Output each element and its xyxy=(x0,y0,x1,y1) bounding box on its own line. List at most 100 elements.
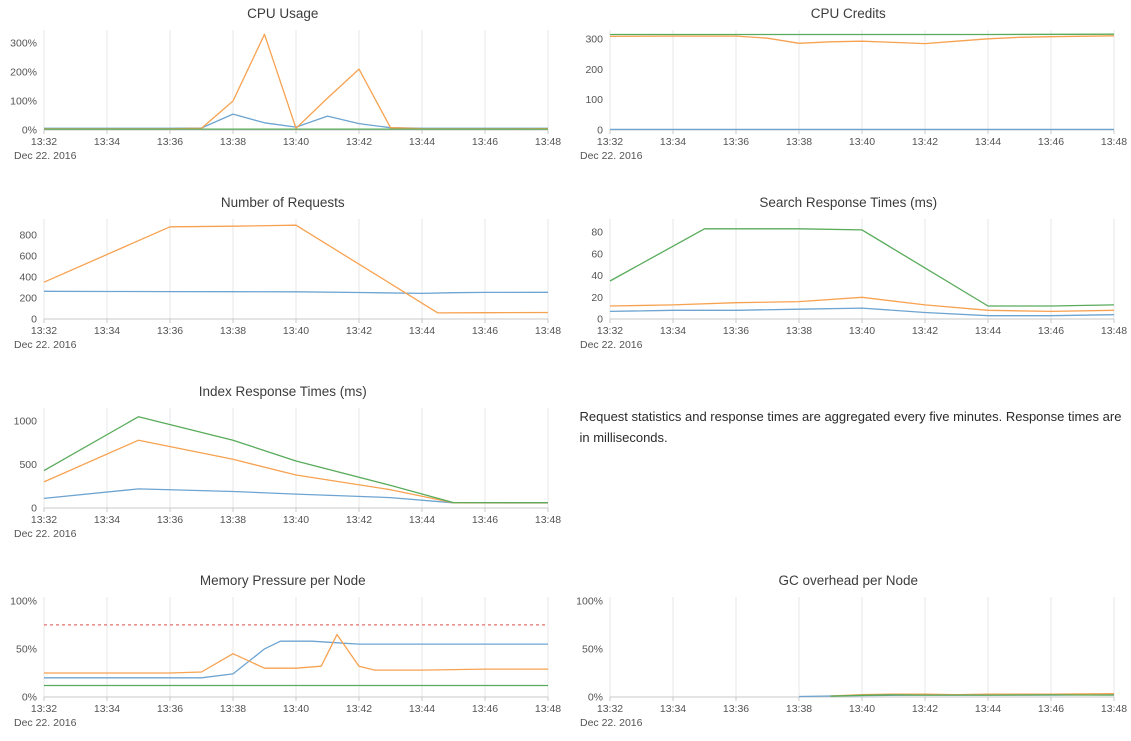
x-tick-label: 13:46 xyxy=(1037,703,1063,715)
x-tick-label: 13:48 xyxy=(1100,703,1126,715)
x-tick-label: 13:32 xyxy=(31,325,57,337)
x-tick-label: 13:42 xyxy=(346,514,372,526)
x-tick-label: 13:38 xyxy=(785,703,811,715)
x-axis-date-label: Dec 22. 2016 xyxy=(14,339,77,351)
y-tick-label: 100% xyxy=(576,595,603,607)
chart-title-index-response-times: Index Response Times (ms) xyxy=(198,384,367,399)
series-line xyxy=(609,35,1114,45)
series-line xyxy=(829,692,1114,697)
y-tick-label: 1000 xyxy=(14,416,38,428)
x-tick-label: 13:46 xyxy=(472,325,498,337)
line-chart-svg: 13:32 13:34 13:36 13:38 13:40 13:42 13:44 13:46… xyxy=(580,219,1127,351)
x-tick-label: 13:46 xyxy=(1037,136,1063,148)
y-tick-label: 0% xyxy=(587,692,602,704)
x-tick-label: 13:44 xyxy=(409,703,435,715)
y-tick-label: 100 xyxy=(585,94,603,106)
x-tick-label: 13:48 xyxy=(535,325,561,337)
x-tick-label: 13:42 xyxy=(346,703,372,715)
x-tick-label: 13:42 xyxy=(911,703,937,715)
x-tick-label: 13:46 xyxy=(472,703,498,715)
y-tick-label: 0 xyxy=(31,503,37,515)
x-tick-label: 13:36 xyxy=(157,136,183,148)
x-tick-label: 13:44 xyxy=(974,703,1000,715)
panel-gc-overhead: GC overhead per Node 13:32 13:34 13:36 13:3… xyxy=(566,569,1131,741)
y-tick-label: 50% xyxy=(16,643,37,655)
x-tick-label: 13:38 xyxy=(220,514,246,526)
series-line xyxy=(44,633,548,674)
x-axis-date-label: Dec 22. 2016 xyxy=(580,150,643,162)
x-tick-label: 13:44 xyxy=(409,514,435,526)
y-tick-label: 300% xyxy=(10,38,37,50)
line-chart-svg: 13:32 13:34 13:36 13:38 13:40 13:42 13:44 13:46… xyxy=(10,595,561,729)
series-line xyxy=(43,290,549,295)
x-tick-label: 13:36 xyxy=(157,325,183,337)
x-tick-label: 13:44 xyxy=(974,325,1000,337)
x-tick-label: 13:42 xyxy=(911,136,937,148)
chart-search-response-times: 13:32 13:34 13:36 13:38 13:40 13:42 13:44 13:46… xyxy=(566,213,1131,365)
note-panel: Request statistics and response times ar… xyxy=(566,380,1131,554)
x-tick-label: 13:38 xyxy=(785,325,811,337)
x-tick-label: 13:40 xyxy=(283,136,309,148)
x-tick-label: 13:34 xyxy=(94,703,120,715)
panel-cpu-credits: CPU Credits 13:32 13:34 13:36 13:38 13:40 13:… xyxy=(566,2,1131,176)
series-line xyxy=(43,416,548,504)
y-tick-label: 80 xyxy=(591,227,603,239)
chart-title-number-of-requests: Number of Requests xyxy=(220,195,345,210)
x-tick-label: 13:32 xyxy=(596,703,622,715)
y-tick-label: 600 xyxy=(19,250,37,262)
line-chart-svg: 13:32 13:34 13:36 13:38 13:40 13:42 13:44 13:46… xyxy=(14,408,561,540)
x-tick-label: 13:46 xyxy=(472,136,498,148)
chart-cpu-credits: 13:32 13:34 13:36 13:38 13:40 13:42 13:44 13:46… xyxy=(566,24,1131,176)
y-tick-label: 100% xyxy=(10,96,37,108)
y-tick-label: 0 xyxy=(31,314,37,326)
x-axis-date-label: Dec 22. 2016 xyxy=(580,717,643,729)
x-tick-label: 13:48 xyxy=(535,514,561,526)
y-tick-label: 200 xyxy=(585,64,603,76)
y-tick-label: 0% xyxy=(22,692,37,704)
series-line xyxy=(829,694,1114,697)
x-tick-label: 13:34 xyxy=(94,514,120,526)
x-axis-date-label: Dec 22. 2016 xyxy=(14,528,77,540)
x-tick-label: 13:44 xyxy=(974,136,1000,148)
panel-cpu-usage: CPU Usage 13:32 13:34 13:36 13:38 13:40 13:42… xyxy=(0,2,566,176)
chart-cpu-usage: 13:32 13:34 13:36 13:38 13:40 13:42 13:44 13:46… xyxy=(0,24,566,176)
y-tick-label: 40 xyxy=(591,270,603,282)
y-tick-label: 20 xyxy=(591,292,603,304)
chart-index-response-times: 13:32 13:34 13:36 13:38 13:40 13:42 13:44 13:46… xyxy=(0,402,566,554)
x-tick-label: 13:36 xyxy=(722,325,748,337)
panel-memory-pressure: Memory Pressure per Node 13:32 13:34 13:36… xyxy=(0,569,566,741)
y-tick-label: 50% xyxy=(581,643,602,655)
y-tick-label: 400 xyxy=(19,271,37,283)
x-tick-label: 13:32 xyxy=(596,325,622,337)
x-tick-label: 13:34 xyxy=(659,325,685,337)
x-tick-label: 13:46 xyxy=(1037,325,1063,337)
x-tick-label: 13:32 xyxy=(31,703,57,715)
x-tick-label: 13:38 xyxy=(220,703,246,715)
x-tick-label: 13:48 xyxy=(535,703,561,715)
x-axis-date-label: Dec 22. 2016 xyxy=(14,150,77,162)
x-tick-label: 13:32 xyxy=(596,136,622,148)
chart-number-of-requests: 13:32 13:34 13:36 13:38 13:40 13:42 13:44 13:46… xyxy=(0,213,566,365)
x-tick-label: 13:40 xyxy=(283,514,309,526)
x-tick-label: 13:40 xyxy=(283,703,309,715)
line-chart-svg: 13:32 13:34 13:36 13:38 13:40 13:42 13:44 13:46… xyxy=(10,30,561,162)
panel-search-response-times: Search Response Times (ms) 13:32 13:34 13:… xyxy=(566,191,1131,365)
chart-gc-overhead: 13:32 13:34 13:36 13:38 13:40 13:42 13:44 13:46… xyxy=(566,591,1131,741)
x-tick-label: 13:42 xyxy=(346,325,372,337)
panel-index-response-times: Index Response Times (ms) 13:32 13:34 13:3… xyxy=(0,380,566,554)
x-tick-label: 13:34 xyxy=(659,703,685,715)
x-tick-label: 13:40 xyxy=(848,325,874,337)
series-line xyxy=(44,640,548,679)
x-tick-label: 13:38 xyxy=(220,136,246,148)
chart-title-search-response-times: Search Response Times (ms) xyxy=(759,195,938,210)
chart-title-gc-overhead: GC overhead per Node xyxy=(778,573,919,588)
y-tick-label: 200 xyxy=(19,292,37,304)
y-tick-label: 300 xyxy=(585,34,603,46)
line-chart-svg: 13:32 13:34 13:36 13:38 13:40 13:42 13:44 13:46… xyxy=(14,219,561,351)
x-tick-label: 13:38 xyxy=(220,325,246,337)
x-tick-label: 13:32 xyxy=(31,514,57,526)
x-axis-date-label: Dec 22. 2016 xyxy=(580,339,643,351)
x-tick-label: 13:34 xyxy=(94,325,120,337)
y-tick-label: 0% xyxy=(22,125,37,137)
